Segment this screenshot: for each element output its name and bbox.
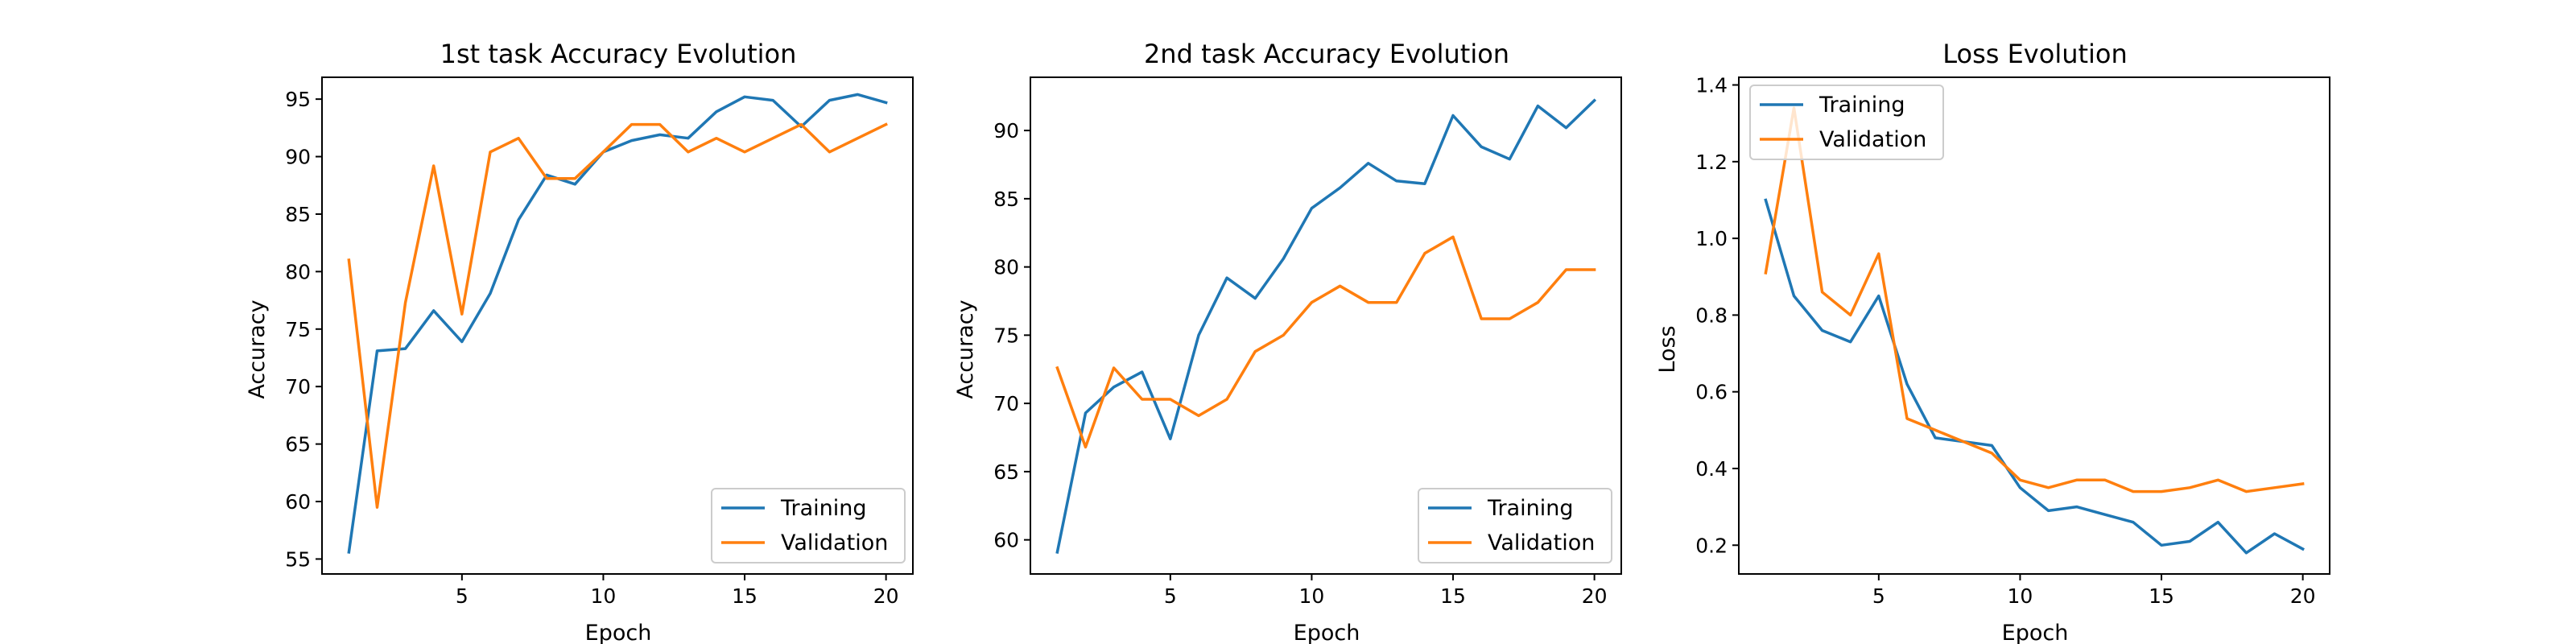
panel-2-training-line — [1055, 98, 1597, 554]
panel-3-xtick-label: 10 — [2008, 584, 2033, 608]
panel-1-validation-line — [347, 122, 888, 509]
panel-1-xtick-label: 15 — [732, 584, 758, 608]
panel-3-ylabel: Loss — [1655, 325, 1680, 373]
panel-2-legend: Training Validation — [1418, 488, 1612, 564]
panel-3-xtick-label: 20 — [2290, 584, 2316, 608]
panel-3-legend-training-label: Training — [1818, 93, 1905, 118]
panel-2-ytick-label: 65 — [993, 460, 1019, 484]
panel-2-ylabel: Accuracy — [953, 299, 978, 398]
panel-1-legend-validation-label: Validation — [781, 530, 888, 555]
panel-1st-task-accuracy: 1st task Accuracy Evolution 5 10 15 20 55 60 6… — [245, 39, 914, 644]
panel-2-ytick-label: 85 — [993, 188, 1019, 211]
panel-3-training-line — [1764, 198, 2305, 555]
panel-2-axes-frame — [1030, 76, 1622, 575]
panel-1-training-line — [347, 93, 888, 554]
panel-3-ytick-label: 0.2 — [1695, 534, 1728, 557]
panel-1-title: 1st task Accuracy Evolution — [440, 39, 797, 69]
panel-3-ytick-label: 0.4 — [1695, 457, 1728, 481]
panel-2-validation-line — [1055, 235, 1596, 449]
panel-1-ytick-label: 65 — [285, 433, 311, 456]
panel-1-xtick-label: 20 — [873, 584, 899, 608]
panel-1-ylabel: Accuracy — [245, 299, 270, 398]
panel-1-legend-training-label: Training — [780, 496, 867, 521]
panel-2-xtick-label: 20 — [1582, 584, 1608, 608]
panel-2-legend-validation-label: Validation — [1488, 530, 1595, 555]
panel-2-ytick-label: 80 — [993, 256, 1019, 279]
panel-2nd-task-accuracy: 2nd task Accuracy Evolution 5 10 15 20 60 65 7… — [953, 39, 1622, 644]
panel-2-legend-training-label: Training — [1487, 496, 1574, 521]
panel-2-ytick-label: 90 — [993, 119, 1019, 142]
panel-2-xtick-label: 5 — [1164, 584, 1177, 608]
panel-1-ytick-label: 90 — [285, 146, 311, 169]
panel-3-legend-validation-label: Validation — [1819, 127, 1926, 152]
panel-3-ytick-label: 1.4 — [1695, 74, 1728, 97]
panel-2-ytick-label: 75 — [993, 324, 1019, 347]
panel-1-xlabel: Epoch — [585, 621, 652, 644]
panel-1-xtick-label: 5 — [456, 584, 469, 608]
panel-3-ytick-label: 1.0 — [1695, 227, 1728, 250]
panel-2-plot-area: 5 10 15 20 60 65 70 75 80 85 90 — [993, 76, 1622, 608]
panel-3-xlabel: Epoch — [2002, 621, 2069, 644]
panel-1-xtick-label: 10 — [591, 584, 617, 608]
panel-2-ytick-label: 60 — [993, 529, 1019, 552]
panel-1-plot-area: 5 10 15 20 55 60 65 70 75 80 85 90 95 — [285, 76, 914, 608]
panel-1-axes-frame — [321, 76, 914, 575]
panel-3-title: Loss Evolution — [1942, 39, 2128, 69]
panel-1-ytick-label: 60 — [285, 490, 311, 514]
panel-3-xtick-label: 5 — [1872, 584, 1885, 608]
panel-2-xtick-label: 10 — [1299, 584, 1325, 608]
panel-3-validation-line — [1764, 106, 2305, 493]
panel-3-plot-area: 5 10 15 20 0.2 0.4 0.6 0.8 1.0 1.2 1.4 — [1695, 74, 2330, 608]
panel-1-ytick-label: 80 — [285, 260, 311, 283]
panel-2-title: 2nd task Accuracy Evolution — [1144, 39, 1509, 69]
panel-1-ytick-label: 75 — [285, 318, 311, 341]
panel-1-ytick-label: 95 — [285, 88, 311, 111]
panel-3-ytick-label: 0.8 — [1695, 303, 1728, 327]
panel-1-ytick-label: 70 — [285, 375, 311, 398]
panel-1-legend: Training Validation — [711, 488, 906, 564]
panel-3-xtick-label: 15 — [2149, 584, 2174, 608]
panel-1-ytick-label: 85 — [285, 203, 311, 226]
panel-2-ytick-label: 70 — [993, 392, 1019, 415]
panel-2-xtick-label: 15 — [1440, 584, 1466, 608]
panel-3-ytick-label: 0.6 — [1695, 381, 1728, 404]
panel-1-ytick-label: 55 — [285, 547, 311, 571]
panel-3-axes-frame — [1738, 76, 2330, 575]
panel-2-xlabel: Epoch — [1294, 621, 1360, 644]
panel-3-legend: Training Validation — [1749, 85, 1944, 160]
panel-3-ytick-label: 1.2 — [1695, 151, 1728, 174]
panel-loss: Loss Evolution 5 10 15 20 0.2 0.4 0.6 0.8 1.0 1.2… — [1655, 39, 2330, 644]
